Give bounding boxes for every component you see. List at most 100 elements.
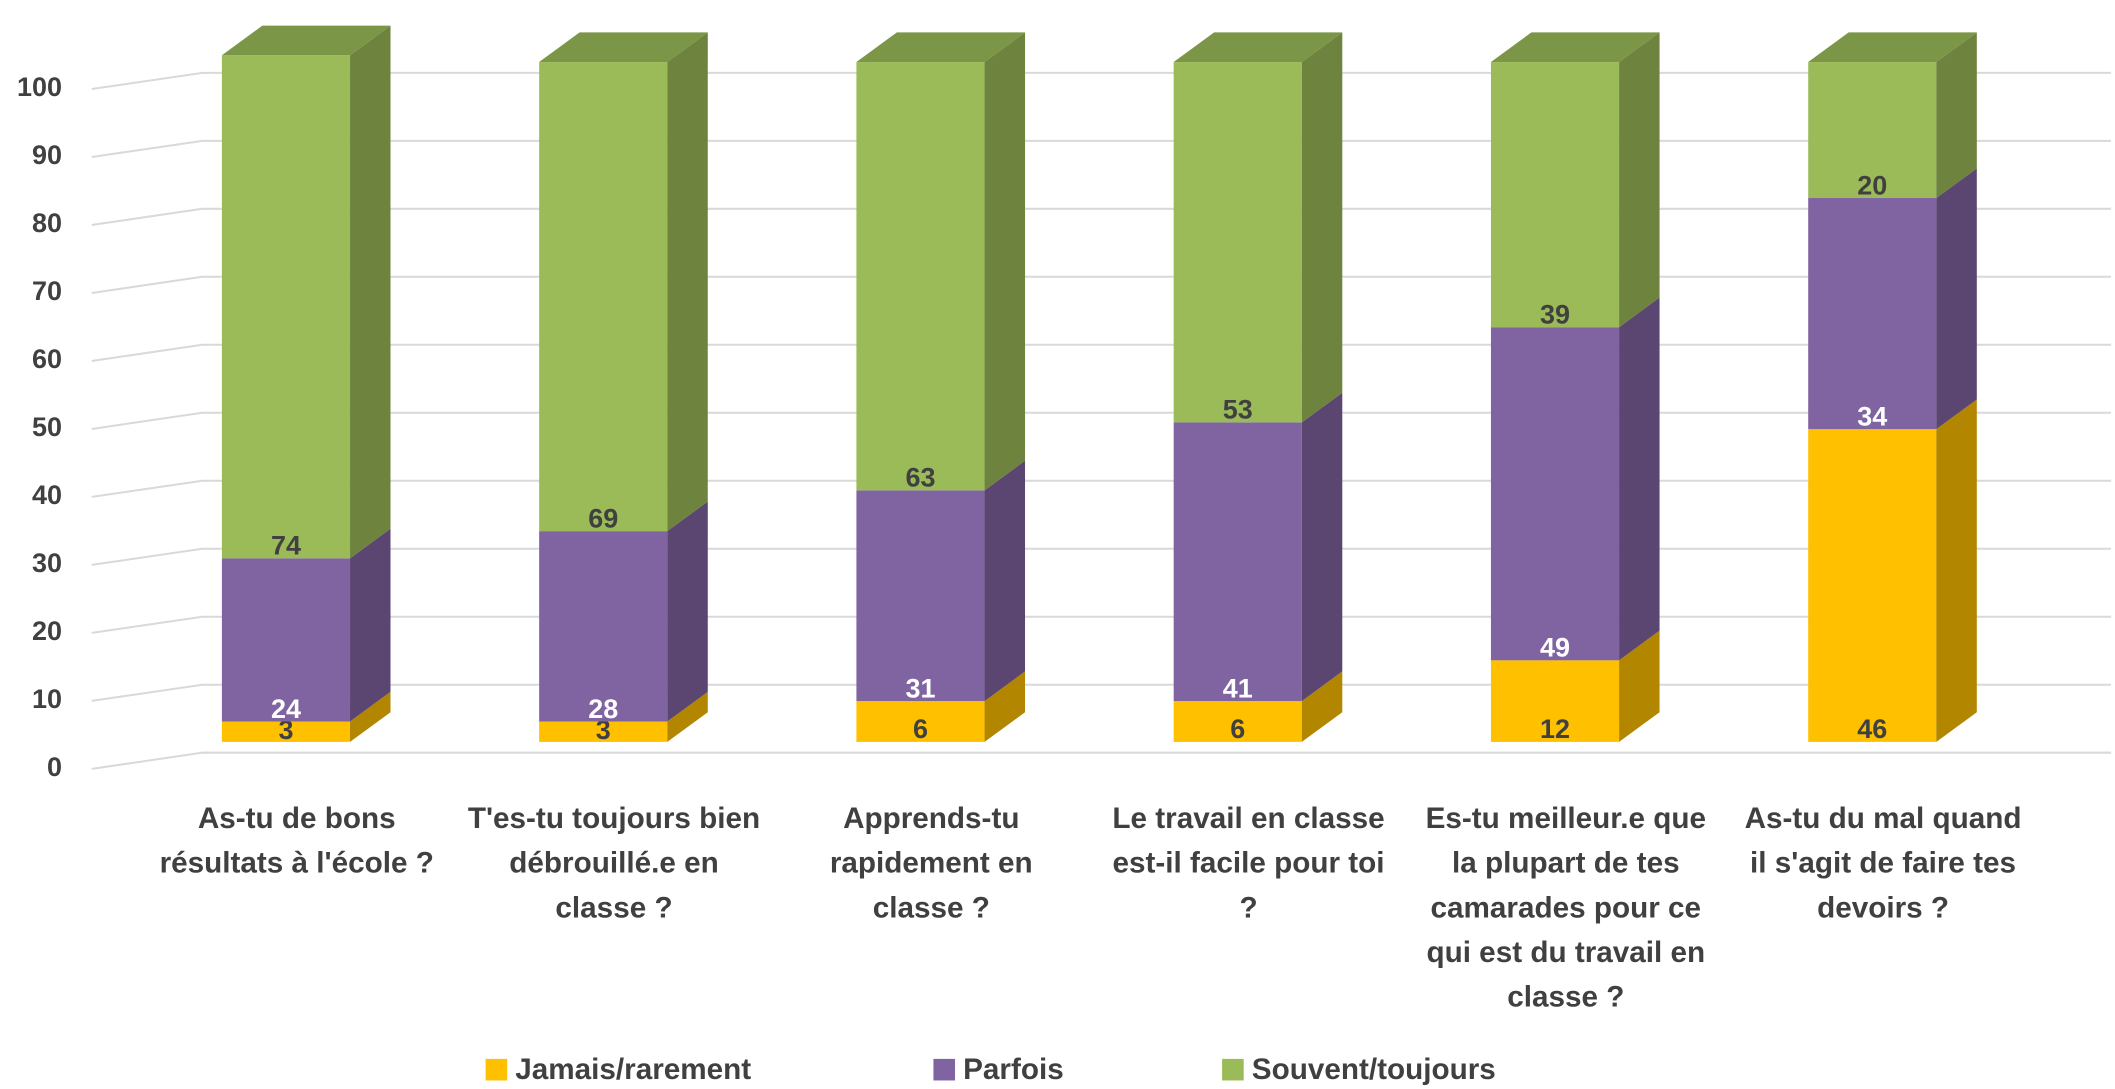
bar-segment [221,691,391,742]
bar-side [667,501,708,722]
x-tick-label: T'es-tu toujours bien débrouillé.e en cl… [467,801,761,924]
grid-line [91,139,2112,159]
bar-top [539,32,708,63]
bar-side [350,691,391,742]
bar-side [667,32,708,532]
data-label: 39 [1540,300,1570,330]
bar-segment [1808,168,1977,430]
bar-segment [1808,32,1977,199]
bar-front [856,701,985,742]
data-label: 63 [905,463,935,493]
x-tick-label: Le travail en classe est-il facile pour … [1112,801,1385,924]
data-label: 41 [1223,673,1253,703]
bar-side [1619,32,1660,328]
bar-segment [539,32,708,532]
y-tick-label: 30 [32,548,62,578]
bar-side [984,460,1026,702]
grid-line [91,683,2112,702]
bar-front [1490,327,1620,661]
bar-side [1301,32,1343,423]
data-label: 6 [913,714,928,744]
bar-top [1808,32,1977,63]
y-tick-label: 80 [32,208,62,238]
x-tick-label: As-tu du mal quand il s'agit de faire te… [1744,801,2022,924]
bar-segment [221,25,391,559]
bar-front [1173,422,1302,702]
bar-segment [1173,32,1343,423]
bar-side [1936,32,1977,199]
y-tick-label: 40 [32,480,62,510]
bar-side [1619,630,1660,742]
bar-top [221,25,391,56]
data-label: 6 [1230,714,1245,744]
legend-label: Souvent/toujours [1251,1052,1496,1086]
grid-line [91,547,2112,566]
x-tick-label: As-tu de bons résultats à l'école ? [159,801,434,880]
bar-front [1490,62,1620,328]
bar-segment [1490,630,1660,742]
bar-side [667,691,708,742]
bar-side [1936,168,1977,430]
x-tick-label: Apprends-tu rapidement en classe ? [829,801,1033,924]
bar-front [1173,62,1302,423]
bar-segment [1490,297,1660,661]
bar-segment [856,671,1026,742]
legend-swatch [933,1058,956,1081]
bar-front [539,62,668,532]
bar-side [984,671,1026,742]
bar-front [539,721,668,742]
bar-front [221,558,351,722]
bar-top [856,32,1026,63]
bar-segment [221,528,391,722]
bar-side [984,32,1026,491]
legend-swatch [485,1058,508,1081]
bar-front [221,721,351,742]
legend-item: Jamais/rarement [485,1052,752,1087]
y-tick-label: 70 [32,276,62,306]
data-label: 53 [1223,395,1253,425]
y-tick-label: 90 [32,140,62,170]
data-label: 74 [271,531,301,561]
data-label: 69 [588,503,618,533]
data-label: 49 [1540,633,1570,663]
data-label: 20 [1857,170,1887,200]
y-tick-label: 60 [32,344,62,374]
bar-segment [1173,671,1343,742]
grid-line [91,479,2112,498]
data-label: 3 [278,715,293,745]
grid-line [91,207,2112,226]
grid-line [91,411,2112,430]
grid-line [91,615,2112,634]
bar-side [350,25,391,559]
bar-front [539,531,668,722]
legend-label: Jamais/rarement [515,1052,752,1086]
bar-side [1936,399,1977,742]
data-label: 46 [1857,714,1887,744]
data-label: 34 [1857,401,1887,431]
legend-swatch [1222,1058,1244,1081]
y-tick-label: 100 [17,72,62,102]
y-tick-label: 10 [32,684,62,714]
legend-item: Souvent/toujours [1222,1052,1496,1087]
bar-front [1173,701,1302,742]
bar-top [1173,32,1343,63]
bar-segment [539,501,708,722]
y-tick-label: 0 [47,752,62,782]
bar-front [856,62,985,491]
bar-segment [856,32,1026,491]
legend-item: Parfois [933,1052,1064,1087]
bar-segment [1490,32,1660,328]
legend-label: Parfois [963,1052,1064,1086]
grid-line [91,343,2112,362]
grid-line [91,751,2112,770]
bar-segment [1808,399,1977,742]
bar-front [221,55,351,559]
bar-side [1301,671,1343,742]
y-tick-label: 20 [32,616,62,646]
grid-line [91,71,2112,91]
bar-side [1301,392,1343,702]
bar-front [1808,62,1937,199]
